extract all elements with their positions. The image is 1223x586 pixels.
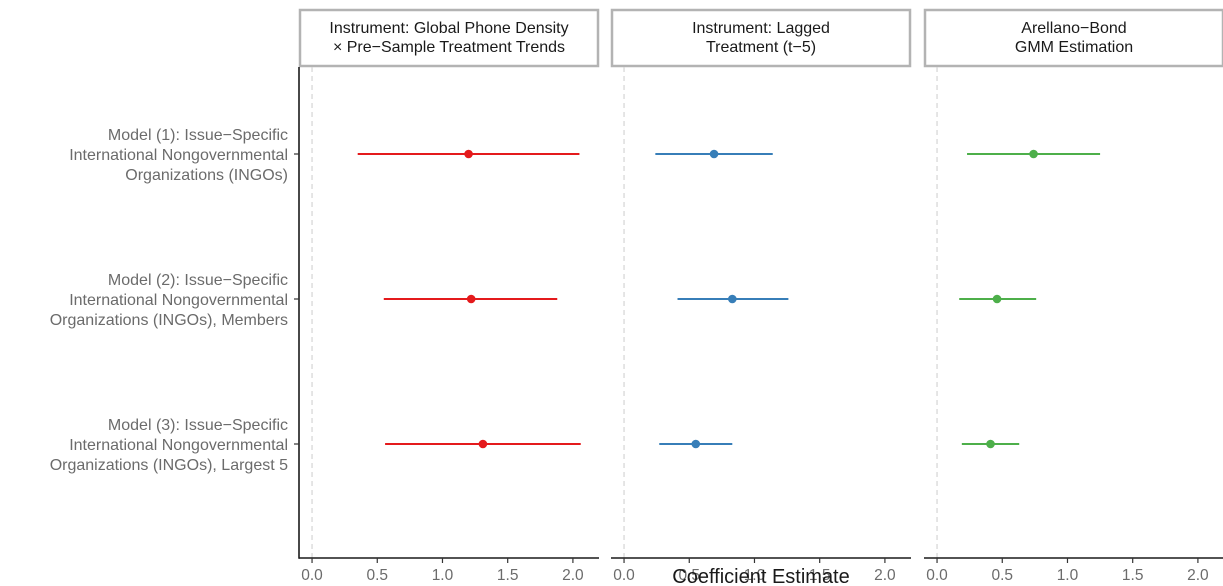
facet-strips: Instrument: Global Phone Density × Pre−Sa… xyxy=(298,8,1223,68)
point-estimate xyxy=(728,294,737,304)
facet-strip-box xyxy=(610,8,912,68)
point-estimate xyxy=(986,439,995,449)
y-tick-label-line: Organizations (INGOs), Members xyxy=(50,312,288,329)
facet-strip-1: Instrument: Global Phone Density × Pre−Sa… xyxy=(298,8,600,68)
x-tick-label: 1.5 xyxy=(497,567,519,584)
point-estimate xyxy=(691,439,701,449)
x-tick-label: 2.0 xyxy=(562,567,584,584)
point-estimate xyxy=(478,439,488,449)
point-estimate xyxy=(1029,149,1038,159)
x-axis-2: 0.0 0.5 1.0 1.5 2.0 xyxy=(611,557,911,584)
facet-strip-3: Arellano−Bond GMM Estimation xyxy=(923,8,1223,68)
facet-panel-2 xyxy=(623,67,789,558)
x-tick-label: 0.0 xyxy=(613,567,635,584)
x-tick-label: 0.5 xyxy=(991,567,1013,584)
y-label-m1: Model (1): Issue−Specific International N… xyxy=(69,127,299,184)
x-axis-1: 0.0 0.5 1.0 1.5 2.0 xyxy=(299,557,599,584)
facet-strip-box xyxy=(298,8,600,68)
x-tick-label: 1.0 xyxy=(744,567,766,584)
x-tick-label: 0.5 xyxy=(366,567,388,584)
facet-title-line: Instrument: Lagged xyxy=(692,20,830,37)
point-estimate xyxy=(709,149,719,159)
x-tick-label: 1.0 xyxy=(1057,567,1079,584)
facet-title-line: × Pre−Sample Treatment Trends xyxy=(333,39,565,56)
x-tick-label: 1.5 xyxy=(809,567,831,584)
x-tick-label: 0.0 xyxy=(926,567,948,584)
x-tick-label: 1.5 xyxy=(1122,567,1144,584)
facet-title-line: Arellano−Bond xyxy=(1021,20,1126,37)
facet-panel-3 xyxy=(936,67,1101,558)
y-tick-label-line: Organizations (INGOs), Largest 5 xyxy=(50,457,288,474)
facet-panels xyxy=(311,67,1101,558)
facet-title-line: GMM Estimation xyxy=(1015,39,1133,56)
y-tick-label-line: International Nongovernmental xyxy=(69,147,288,164)
point-estimate xyxy=(992,294,1002,304)
facet-strip-box xyxy=(923,8,1223,68)
point-estimate xyxy=(464,149,473,159)
x-tick-label: 1.0 xyxy=(432,567,454,584)
y-tick-label-line: Organizations (INGOs) xyxy=(125,167,288,184)
facet-panel-1 xyxy=(311,67,581,558)
y-tick-label-line: International Nongovernmental xyxy=(69,292,288,309)
facet-title-line: Instrument: Global Phone Density xyxy=(329,20,568,37)
y-tick-label-line: International Nongovernmental xyxy=(69,437,288,454)
y-label-m2: Model (2): Issue−Specific International N… xyxy=(50,272,299,329)
x-tick-label: 0.5 xyxy=(678,567,700,584)
y-tick-label-line: Model (2): Issue−Specific xyxy=(108,272,288,289)
x-tick-label: 2.0 xyxy=(1187,567,1209,584)
y-tick-label-line: Model (1): Issue−Specific xyxy=(108,127,288,144)
y-label-m3: Model (3): Issue−Specific International N… xyxy=(50,417,299,474)
point-estimate xyxy=(466,294,476,304)
x-axis-3: 0.0 0.5 1.0 1.5 2.0 xyxy=(924,557,1223,584)
facet-title-line: Treatment (t−5) xyxy=(706,39,816,56)
y-tick-label-line: Model (3): Issue−Specific xyxy=(108,417,288,434)
x-axis-title: Coefficient Estimate xyxy=(672,566,850,586)
facet-strip-2: Instrument: Lagged Treatment (t−5) xyxy=(610,8,912,68)
x-tick-label: 2.0 xyxy=(874,567,896,584)
x-axes: 0.0 0.5 1.0 1.5 2.0 0.0 0.5 1.0 1.5 2.0 0.0 0.5 1.0 1… xyxy=(299,557,1223,584)
x-tick-label: 0.0 xyxy=(301,567,323,584)
y-axis: Model (1): Issue−Specific International N… xyxy=(50,67,300,559)
